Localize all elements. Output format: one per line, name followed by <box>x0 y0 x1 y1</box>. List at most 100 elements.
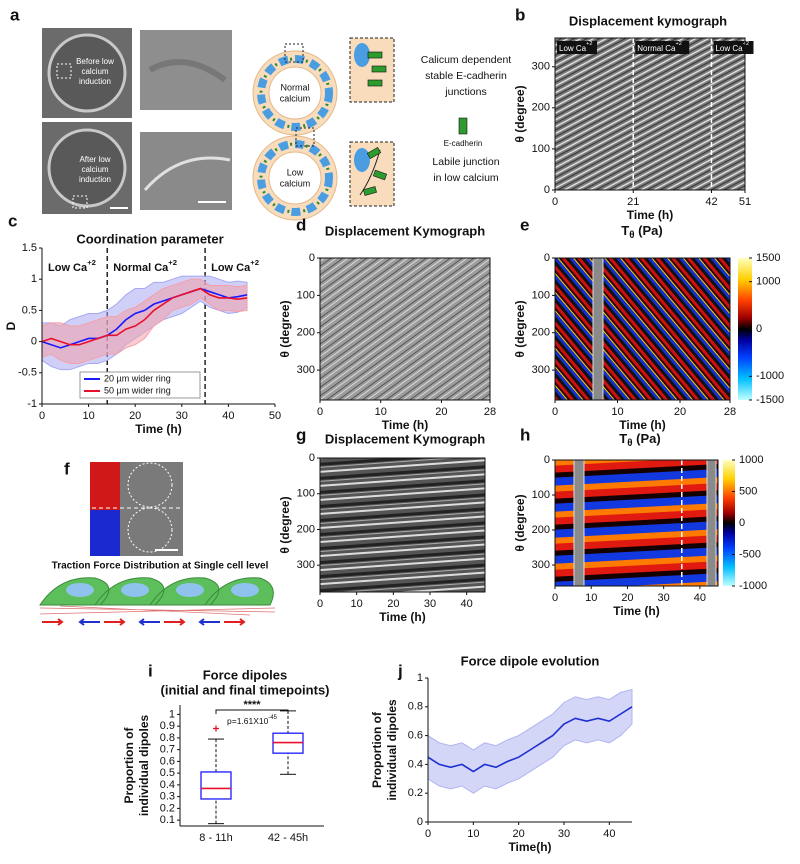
ring-lumen <box>268 151 322 205</box>
y-axis-label: θ (degree) <box>513 494 527 551</box>
decoration <box>198 618 220 626</box>
x-tick-label: 30 <box>658 592 670 604</box>
legend-icon <box>458 117 468 135</box>
y-tick-label: 300 <box>297 559 315 571</box>
phase-label: Normal Ca+2 <box>113 258 177 274</box>
panel-f: f Traction Force Distribution at Single … <box>39 459 276 626</box>
decoration <box>42 618 64 626</box>
x-tick-label: 40 <box>694 592 706 604</box>
title-text: T <box>621 223 629 238</box>
y-tick-label: 200 <box>297 523 315 535</box>
y-axis-label: θ (degree) <box>278 300 292 357</box>
y-axis-label: Proportion of <box>122 727 136 804</box>
cell-edge <box>359 149 381 196</box>
cell-edge <box>148 59 227 83</box>
x-tick-label: 20 <box>513 828 525 840</box>
superscript: +2 <box>168 258 177 267</box>
y-tick-label: 1 <box>169 708 175 720</box>
y-tick-label: 200 <box>532 327 550 339</box>
chart-title: Displacement Kymograph <box>325 431 485 446</box>
label-text: Normal Ca <box>113 262 169 274</box>
x-tick-label: 30 <box>558 828 570 840</box>
x-tick-label: 20 <box>129 410 141 422</box>
x-tick-label: 50 <box>269 410 281 422</box>
image <box>555 38 745 190</box>
panel-letter: g <box>296 425 306 444</box>
label-text: Low Ca <box>48 262 88 274</box>
phase-label: Normal Ca+2 <box>637 41 682 53</box>
cell-edge <box>143 156 231 191</box>
annotation: stable E-cadherin <box>425 70 507 82</box>
phase-label: Low Ca+2 <box>211 258 259 274</box>
nucleus <box>231 583 259 597</box>
force-map <box>90 510 120 556</box>
x-tick-label: 10 <box>375 406 387 418</box>
e-cadherin <box>367 51 383 59</box>
colorbar <box>738 258 752 400</box>
label-text: Low Ca <box>715 44 743 53</box>
x-axis-label: Time (h) <box>627 208 673 222</box>
superscript: +2 <box>586 41 592 47</box>
legend-label: 20 µm wider ring <box>104 373 171 383</box>
label-text: Low Ca <box>211 262 251 274</box>
force-arrows <box>42 618 246 626</box>
nuclei <box>257 55 333 131</box>
x-tick-label: 0 <box>552 592 558 604</box>
frame <box>554 459 719 587</box>
outlier <box>213 725 219 732</box>
ring <box>47 33 127 113</box>
series-line <box>427 706 633 773</box>
x-axis-label: Time (h) <box>613 604 659 618</box>
title-subscript: θ <box>627 438 632 449</box>
zoom-image <box>140 132 232 210</box>
superscript: -45 <box>268 715 277 721</box>
y-tick-label: 0.2 <box>408 787 423 799</box>
ring-label: calcium <box>280 93 311 103</box>
y-axis-label: θ (degree) <box>278 496 292 553</box>
x-tick-label: 42 <box>705 196 717 208</box>
label-text: Normal Ca <box>637 44 676 53</box>
x-tick-label: 20 <box>674 406 686 418</box>
frame <box>319 257 491 401</box>
y-tick-label: 100 <box>532 289 550 301</box>
phase-label: Low Ca+2 <box>559 41 593 53</box>
x-tick-label: 42 - 45h <box>268 832 308 844</box>
colorbar-tick-label: 0 <box>739 517 745 529</box>
nucleus <box>354 43 370 67</box>
y-tick-label: 0 <box>31 336 37 348</box>
zoom-box <box>284 43 304 63</box>
annotation: junctions <box>444 86 486 98</box>
y-tick-label: 0.4 <box>160 779 175 791</box>
image-label: induction <box>79 175 111 184</box>
title-subscript: θ <box>629 230 634 241</box>
legend-label: 50 µm wider ring <box>104 385 171 395</box>
x-tick-label: 0 <box>552 406 558 418</box>
y-tick-label: 100 <box>297 488 315 500</box>
x-tick-label: 20 <box>435 406 447 418</box>
caption: Traction Force Distribution at Single ce… <box>52 561 269 572</box>
frame <box>554 37 746 191</box>
y-tick-label: 100 <box>532 489 550 501</box>
zoom-box <box>72 195 88 209</box>
y-axis-label: individual dipoles <box>385 699 399 801</box>
y-tick-label: 0.8 <box>408 701 423 713</box>
colorbar-tick-label: 1000 <box>756 276 780 288</box>
title-unit: (Pa) <box>635 223 663 238</box>
e-cadherin <box>371 65 387 73</box>
image <box>320 458 485 592</box>
x-axis-label: Time (h) <box>619 418 665 432</box>
annotation: Calicum dependent <box>421 54 512 66</box>
decoration <box>138 618 160 626</box>
y-axis-label: individual dipoles <box>137 715 151 817</box>
y-tick-label: 1 <box>417 672 423 684</box>
x-tick-label: 10 <box>611 406 623 418</box>
box <box>200 771 232 800</box>
zoom-box <box>56 63 72 79</box>
error-band <box>41 278 248 364</box>
title-unit: (Pa) <box>633 431 661 446</box>
x-tick-label: 10 <box>585 592 597 604</box>
y-tick-label: 300 <box>532 364 550 376</box>
colorbar-tick-label: -1000 <box>739 580 767 592</box>
